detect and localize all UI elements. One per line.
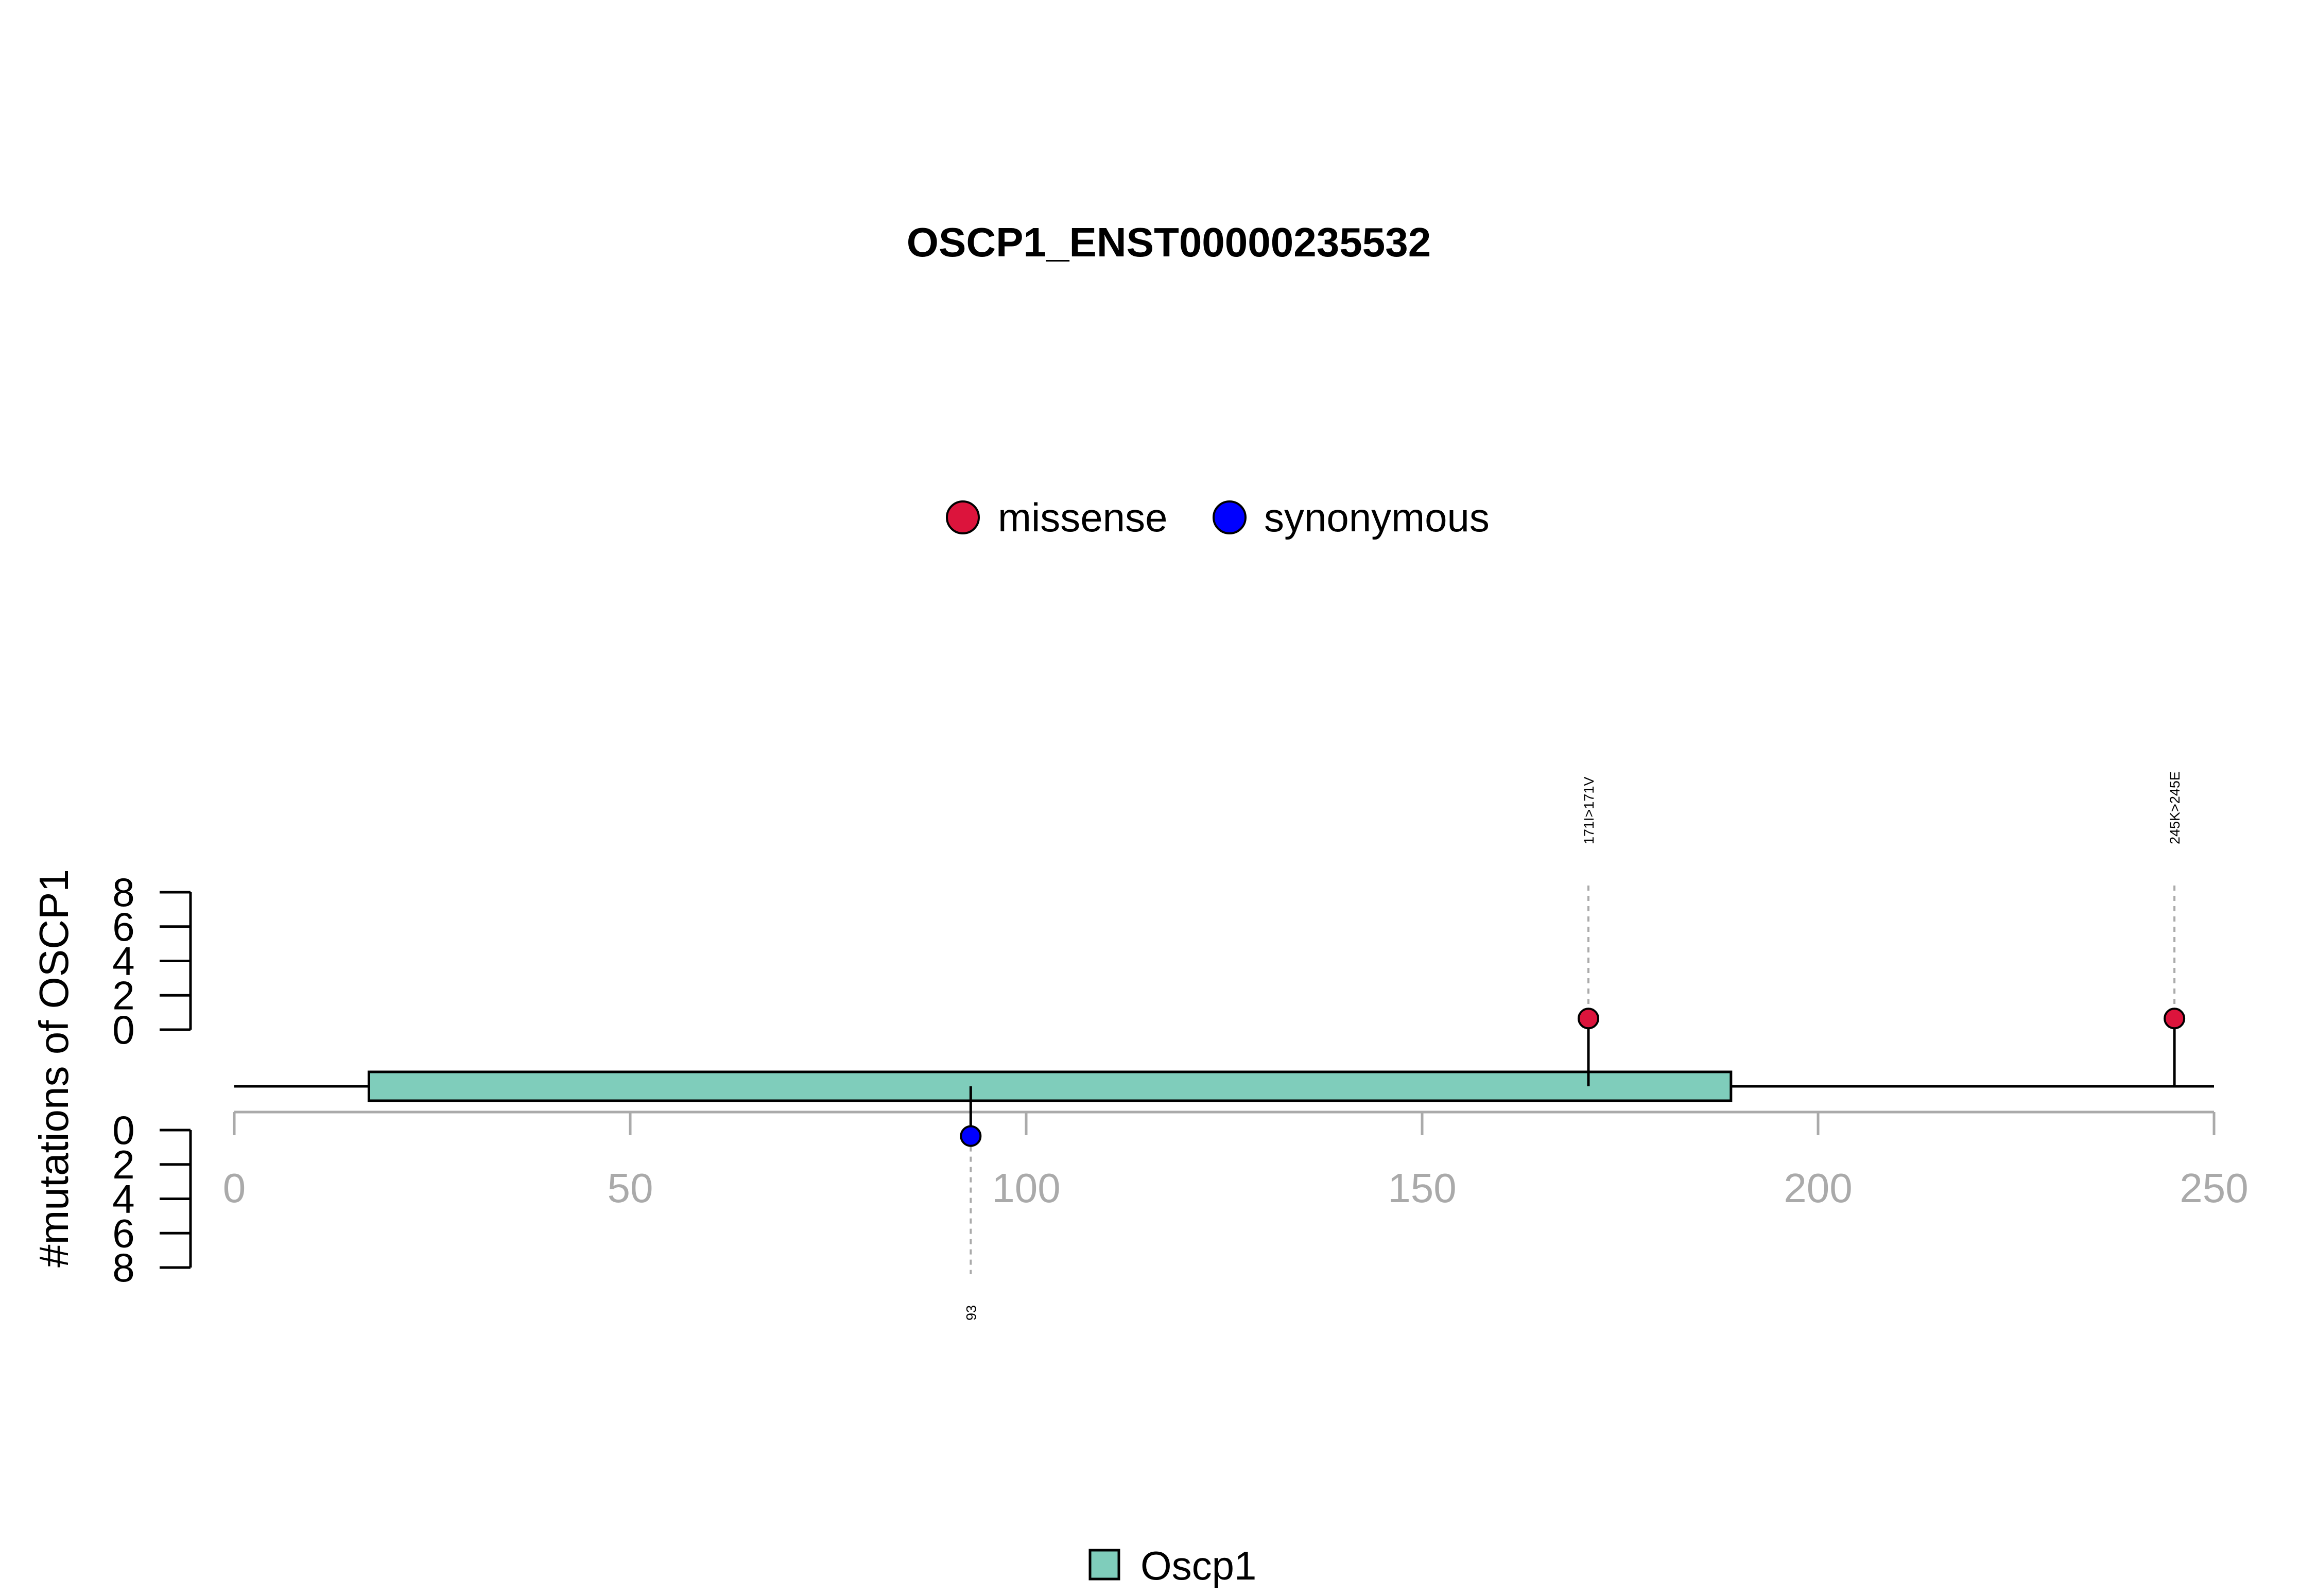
- y-axis-upper-tick-label: 6: [112, 904, 134, 949]
- x-tick-label: 0: [223, 1165, 246, 1211]
- domain-legend: Oscp1: [1088, 1543, 1256, 1588]
- x-tick-label: 150: [1388, 1165, 1456, 1211]
- y-axis-lower-tick-label: 4: [112, 1176, 134, 1222]
- legend-marker-missense: [946, 500, 980, 534]
- y-axis-lower-tick-label: 6: [112, 1210, 134, 1256]
- legend-marker-synonymous: [1213, 500, 1247, 534]
- x-tick-label: 100: [992, 1165, 1060, 1211]
- y-axis-lower-tick-label: 8: [112, 1245, 134, 1290]
- mutation-label-171: 171I>171V: [1581, 777, 1597, 844]
- y-axis-upper-tick-label: 0: [112, 1007, 134, 1052]
- y-axis-upper-tick-label: 2: [112, 973, 134, 1018]
- domain-Oscp1: [367, 1070, 1733, 1102]
- domain-layer: [367, 1070, 1733, 1102]
- y-axis-label: #mutations of OSCP1: [31, 869, 77, 1268]
- mutation-layer: 171I>171V 245K>245E 93: [960, 771, 2186, 1321]
- y-axis-lower-tick-label: 0: [112, 1107, 134, 1153]
- x-tick-label: 50: [608, 1165, 653, 1211]
- legend-swatch-Oscp1: [1088, 1549, 1120, 1581]
- y-axis-upper-tick-label: 8: [112, 870, 134, 915]
- legend-label-synonymous: synonymous: [1264, 495, 1490, 540]
- y-axis-upper-tick-label: 4: [112, 939, 134, 984]
- x-tick-label: 200: [1784, 1165, 1852, 1211]
- mutation-label-93: 93: [963, 1305, 979, 1321]
- x-axis: 0 50 100 150 200 250: [223, 1111, 2249, 1211]
- x-tick-label: 250: [2180, 1165, 2248, 1211]
- mutation-type-legend: missense synonymous: [946, 495, 1490, 540]
- mutation-point-245: [2164, 1008, 2186, 1030]
- mutation-label-245: 245K>245E: [2167, 771, 2183, 844]
- y-axis-lower-tick-label: 2: [112, 1142, 134, 1187]
- mutation-point-171: [1577, 1008, 1599, 1030]
- legend-label-missense: missense: [998, 495, 1167, 540]
- legend-label-Oscp1: Oscp1: [1140, 1543, 1256, 1588]
- mutation-point-93: [960, 1125, 982, 1147]
- chart-title: OSCP1_ENST00000235532: [907, 219, 1431, 265]
